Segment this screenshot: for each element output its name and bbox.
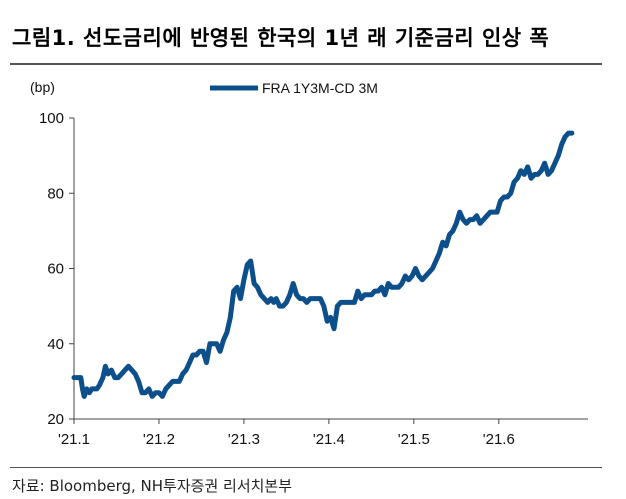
- y-tick-label: 80: [47, 185, 64, 202]
- x-tick-label: '21.5: [398, 431, 430, 448]
- x-tick-label: '21.2: [143, 431, 175, 448]
- series-line-fra-1y3m-cd-3m: [71, 130, 575, 399]
- y-tick-label: 20: [47, 411, 64, 428]
- x-tick-label: '21.1: [58, 431, 90, 448]
- y-tick-label: 100: [39, 110, 64, 127]
- y-tick-label: 40: [47, 336, 64, 353]
- x-tick-label: '21.3: [228, 431, 260, 448]
- bottom-rule: [10, 467, 602, 468]
- legend: FRA 1Y3M-CD 3M: [210, 80, 378, 96]
- y-axis-unit-label: (bp): [30, 79, 55, 95]
- x-axis: '21.1 '21.2 '21.3 '21.4 '21.5 '21.6: [58, 418, 588, 448]
- legend-label: FRA 1Y3M-CD 3M: [262, 80, 378, 96]
- figure-title: 그림1. 선도금리에 반영된 한국의 1년 래 기준금리 인상 폭: [12, 26, 550, 50]
- series-layer: [71, 130, 575, 399]
- x-tick-label: '21.4: [313, 431, 345, 448]
- top-rule: [10, 63, 602, 65]
- x-tick-label: '21.6: [483, 431, 515, 448]
- source-note: 자료: Bloomberg, NH투자증권 리서치본부: [12, 477, 293, 495]
- y-axis: 20 40 60 80 100: [39, 110, 75, 428]
- y-tick-label: 60: [47, 261, 64, 278]
